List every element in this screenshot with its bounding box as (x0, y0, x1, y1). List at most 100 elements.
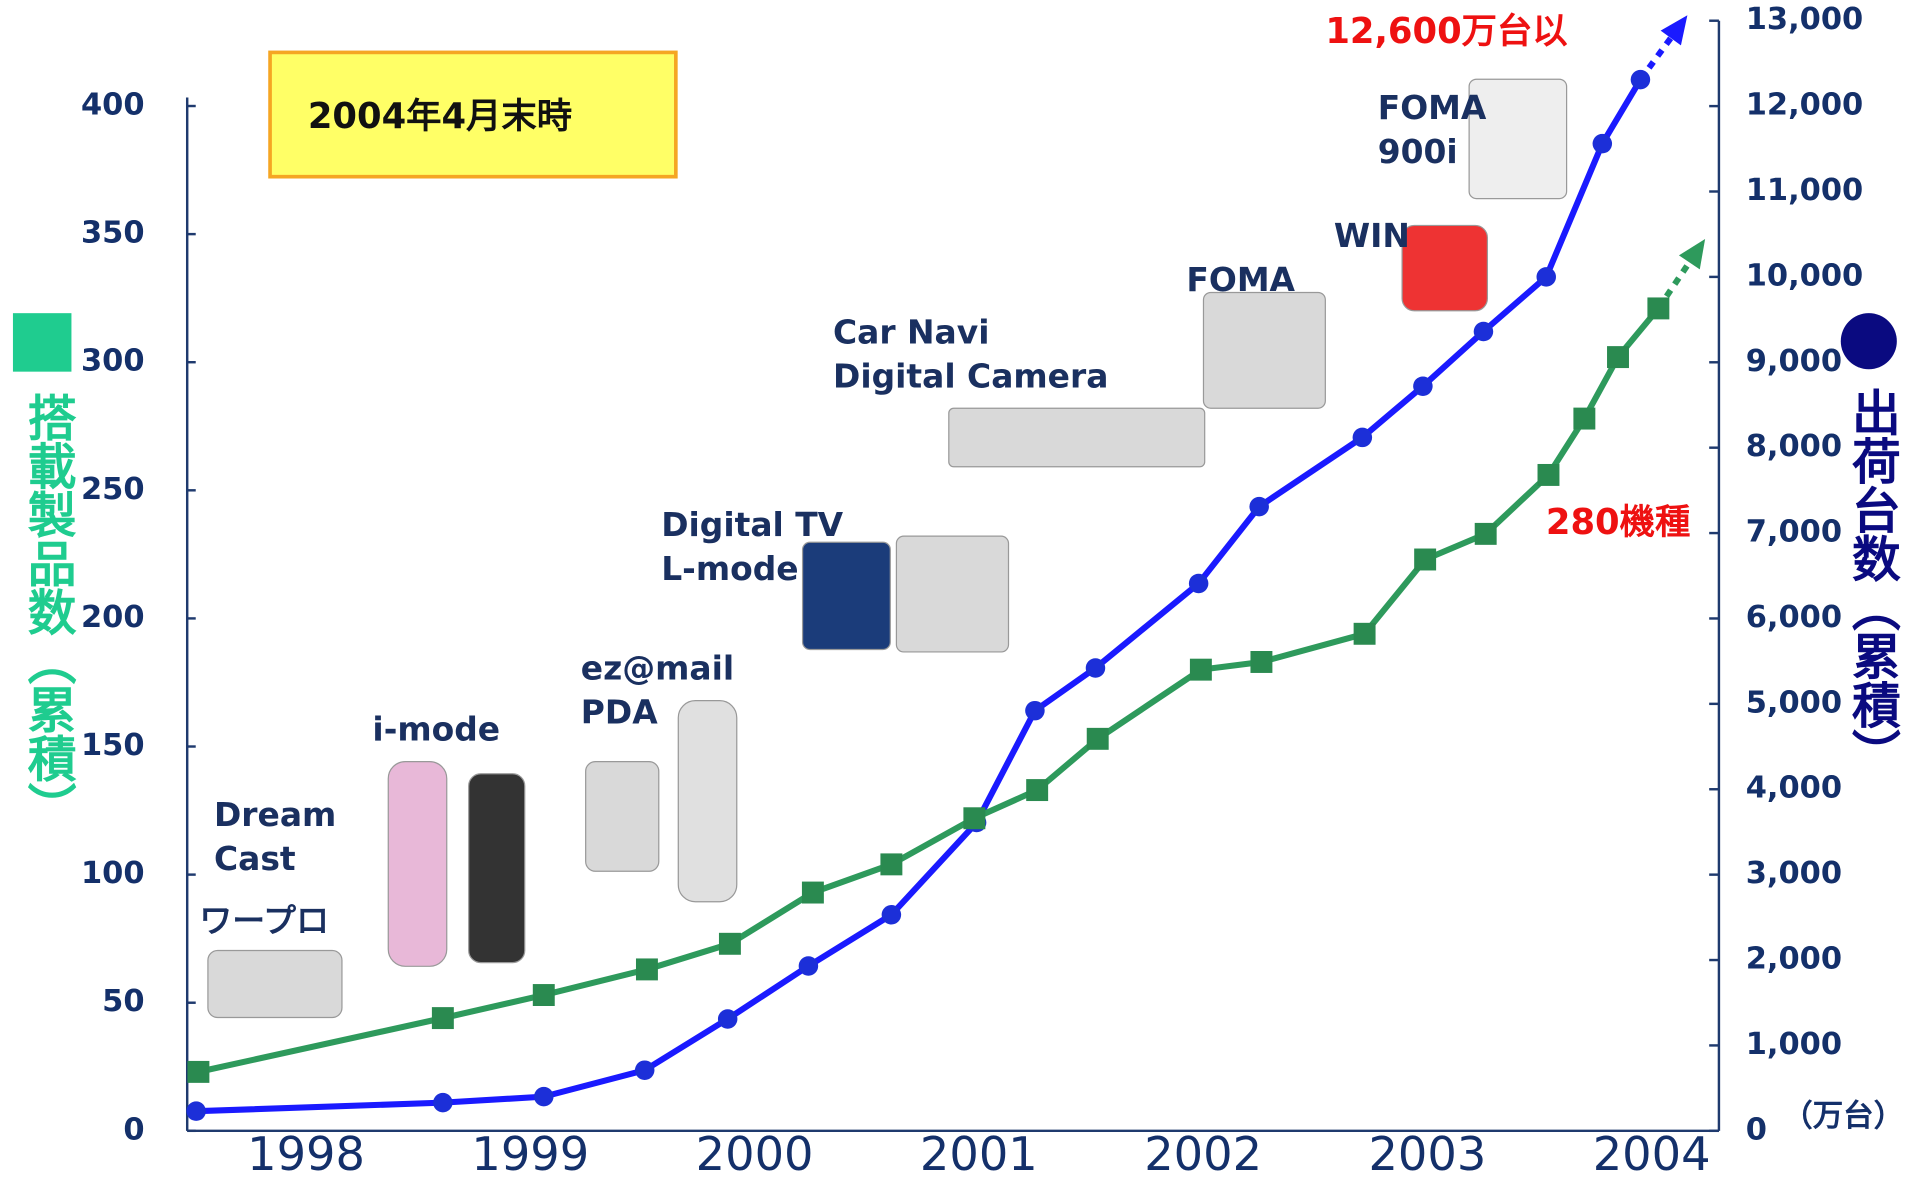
chart: 2004年4月末時 搭載製品数（累積） 出荷台数（累積） 0 50 100 150 20… (0, 0, 1911, 1182)
point (1353, 428, 1372, 447)
product-label: Digital TV (661, 505, 843, 544)
point (882, 905, 901, 924)
point (1250, 651, 1272, 673)
point (802, 882, 824, 904)
point (1026, 779, 1048, 801)
annotation: 12,600万台以 (1325, 11, 1567, 52)
right-legend-symbol (1841, 313, 1897, 369)
y2-tick-label: 7,000 (1746, 515, 1842, 550)
y2-tick-label: 11,000 (1746, 173, 1864, 208)
point (636, 958, 658, 980)
point (1607, 346, 1629, 368)
device (803, 542, 891, 649)
point (1538, 464, 1560, 486)
point (880, 853, 902, 875)
annotation: 280機種 (1546, 502, 1690, 543)
point (433, 1093, 452, 1112)
product-label: FOMA (1186, 260, 1295, 299)
y2-axis-title: 出荷台数（累積） (1844, 387, 1900, 777)
y2-tick-label: 13,000 (1746, 2, 1864, 37)
point (1189, 574, 1208, 593)
product-label: Digital Camera (833, 356, 1108, 395)
point (718, 1009, 737, 1028)
point (635, 1060, 654, 1079)
point (1413, 376, 1432, 395)
y-tick-label: 300 (81, 344, 145, 379)
device (586, 762, 659, 872)
device (949, 408, 1205, 466)
point (799, 956, 818, 975)
y-tick-label: 100 (81, 856, 145, 891)
y-tick-label: 50 (102, 984, 144, 1019)
y-axis-title: 搭載製品数（累積） (20, 392, 76, 831)
device (896, 536, 1008, 652)
y2-tick-label: 8,000 (1746, 429, 1842, 464)
product-label: WIN (1334, 216, 1410, 255)
y2-tick-label: 5,000 (1746, 685, 1842, 720)
y2-tick-label: 3,000 (1746, 856, 1842, 891)
product-label: Car Navi (833, 312, 989, 351)
point (1249, 497, 1268, 516)
point (1414, 549, 1436, 571)
y2-tick-label: 0 (1746, 1112, 1767, 1147)
point (186, 1101, 205, 1120)
device (678, 701, 736, 902)
x-tick-label: 2001 (920, 1127, 1038, 1181)
product-label: Dream (214, 795, 336, 834)
y2-tick-label: 1,000 (1746, 1027, 1842, 1062)
product-label: PDA (581, 693, 658, 732)
x-tick-label: 2002 (1144, 1127, 1262, 1181)
product-label: ワープロ (199, 901, 329, 940)
point (533, 984, 555, 1006)
trend-arrow-head (1679, 239, 1705, 269)
point (1025, 701, 1044, 720)
point (1087, 728, 1109, 750)
x-tick-label: 2004 (1593, 1127, 1711, 1181)
x-tick-label: 1998 (247, 1127, 365, 1181)
point (534, 1087, 553, 1106)
device (1203, 292, 1325, 408)
point (719, 933, 741, 955)
point (1536, 267, 1555, 286)
x-tick-label: 2000 (696, 1127, 814, 1181)
point (1086, 658, 1105, 677)
y2-tick-label: 2,000 (1746, 942, 1842, 977)
y2-tick-label: 9,000 (1746, 344, 1842, 379)
y-tick-label: 150 (81, 728, 145, 763)
device (469, 774, 525, 963)
product-label: L-mode (661, 549, 798, 588)
point (1631, 70, 1650, 89)
device (208, 950, 342, 1017)
product-label: Cast (214, 839, 296, 878)
point (187, 1061, 209, 1083)
y2-tick-label: 12,000 (1746, 88, 1864, 123)
y2-tick-label: 10,000 (1746, 258, 1864, 293)
x-tick-label: 2003 (1368, 1127, 1486, 1181)
y2-tick-label: 4,000 (1746, 771, 1842, 806)
point (432, 1007, 454, 1029)
product-label: ez@mail (581, 649, 734, 688)
point (963, 807, 985, 829)
point (1593, 134, 1612, 153)
left-legend-symbol (13, 313, 71, 371)
product-label: 900i (1378, 132, 1458, 171)
y-tick-label: 200 (81, 600, 145, 635)
y2-unit: （万台） (1782, 1099, 1904, 1134)
point (1475, 523, 1497, 545)
y-tick-label: 400 (81, 88, 145, 123)
point (1474, 322, 1493, 341)
device (1402, 225, 1487, 310)
point (1647, 297, 1669, 319)
x-tick-label: 1999 (471, 1127, 589, 1181)
product-label: i-mode (372, 710, 500, 749)
y-tick-label: 350 (81, 216, 145, 251)
y2-tick-label: 6,000 (1746, 600, 1842, 635)
product-label: FOMA (1378, 88, 1487, 127)
point (1190, 659, 1212, 681)
date-note: 2004年4月末時 (308, 96, 572, 137)
device (388, 762, 446, 967)
y-tick-label: 250 (81, 472, 145, 507)
trend-arrow-head (1661, 15, 1688, 45)
y-tick-label: 0 (123, 1112, 144, 1147)
point (1354, 623, 1376, 645)
